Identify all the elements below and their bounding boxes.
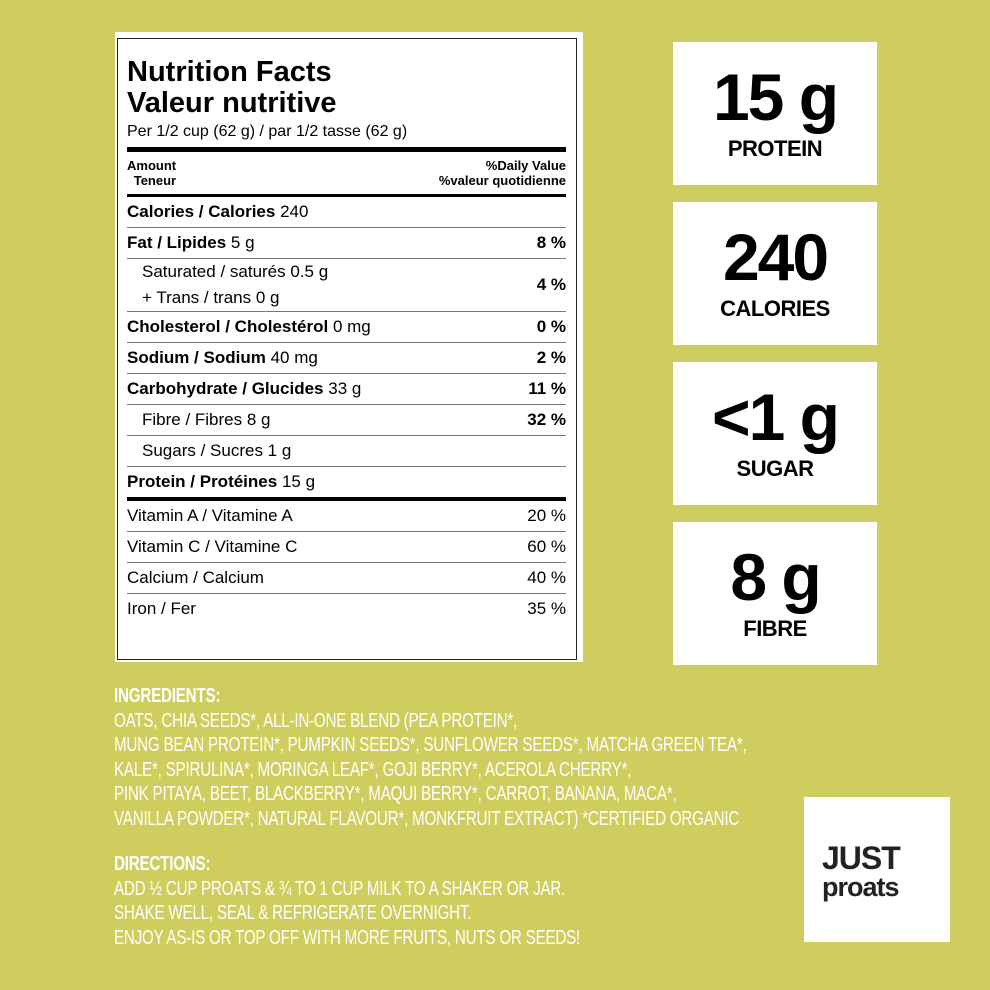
vitamin-name: Vitamin A / Vitamine A — [127, 506, 293, 525]
stat-label: PROTEIN — [727, 136, 823, 161]
logo-proats: proats — [822, 872, 900, 902]
ingredients: INGREDIENTS: OATS, CHIA SEEDS*, ALL-IN-ON… — [114, 684, 946, 831]
stat-value: 8 g — [730, 540, 821, 614]
ingredients-line: MUNG BEAN PROTEIN*, PUMPKIN SEEDS*, SUNF… — [114, 734, 747, 756]
nutrient-row: Sugars / Sucres 1 g — [127, 436, 566, 467]
stat-label: CALORIES — [720, 296, 830, 321]
nutrient-name: Saturated / saturés 0.5 g + Trans / trans… — [142, 259, 328, 311]
ingredients-line: VANILLA POWDER*, NATURAL FLAVOUR*, MONKF… — [114, 807, 740, 830]
stat-value: 15 g — [712, 60, 839, 134]
daily-value: 32 % — [527, 410, 566, 429]
nutrient-label: Sodium / Sodium — [127, 348, 266, 367]
directions-line: SHAKE WELL, SEAL & REFRIGERATE OVERNIGHT… — [114, 902, 472, 924]
dv-fr: %valeur quotidienne — [438, 173, 566, 188]
vitamin-row: Calcium / Calcium 40 % — [127, 563, 566, 594]
stat-box: 240 CALORIES — [673, 202, 877, 345]
daily-value: 4 % — [536, 275, 566, 294]
vitamin-row: Iron / Fer 35 % — [127, 594, 566, 624]
nutrient-row: Fat / Lipides 5 g 8 % — [127, 228, 566, 259]
directions-line: ADD ½ CUP PROATS & ¾ TO 1 CUP MILK TO A … — [114, 877, 566, 900]
vitamin-row: Vitamin A / Vitamine A 20 % — [127, 501, 566, 532]
stat-value: 240 — [722, 220, 829, 294]
stat-label: SUGAR — [736, 456, 814, 481]
nutrient-name: Cholesterol / Cholestérol 0 mg — [127, 317, 371, 337]
serving: Per 1/2 cup (62 g) / par 1/2 tasse (62 g… — [127, 123, 566, 152]
directions-heading: DIRECTIONS: — [114, 853, 211, 875]
nutrient-line: Fibre / Fibres 8 g — [142, 410, 271, 429]
stat-box: 8 g FIBRE — [673, 522, 877, 665]
nutrient-name: Carbohydrate / Glucides 33 g — [127, 379, 361, 399]
vitamins: Vitamin A / Vitamine A 20 % Vitamin C / Vi… — [127, 501, 566, 624]
nutrient-amount: 240 — [280, 202, 309, 221]
vitamin-dv: 40 % — [527, 568, 566, 587]
daily-value: 0 % — [536, 317, 566, 336]
daily-value: 2 % — [536, 348, 566, 367]
nutrient-label: Cholesterol / Cholestérol — [127, 317, 329, 336]
nutrient-name: Sugars / Sucres 1 g — [142, 438, 291, 464]
nutrient-amount: 5 g — [230, 233, 255, 252]
label-frame: Nutrition Facts Valeur nutritive Per 1/2… — [117, 38, 577, 660]
nutrient-row: Calories / Calories 240 — [127, 197, 566, 228]
directions-line: ENJOY AS-IS OR TOP OFF WITH MORE FRUITS,… — [114, 926, 581, 949]
ingredients-line: OATS, CHIA SEEDS*, ALL-IN-ONE BLEND (PEA… — [114, 709, 518, 732]
nutrient-amount: 33 g — [328, 379, 362, 398]
rows: Calories / Calories 240 Fat / Lipides 5 g… — [127, 197, 566, 501]
ingredients-line: PINK PITAYA, BEET, BLACKBERRY*, MAQUI BE… — [114, 783, 677, 805]
daily-value: 11 % — [528, 379, 566, 398]
vitamin-dv: 20 % — [527, 506, 566, 525]
nutrient-line: Sugars / Sucres 1 g — [142, 441, 292, 460]
logo-just: JUST — [822, 840, 901, 876]
nutrient-name: Fat / Lipides 5 g — [127, 233, 255, 253]
dv-head: %Daily Value %valeur quotidienne — [439, 158, 566, 188]
nutrient-row: Carbohydrate / Glucides 33 g 11 % — [127, 374, 566, 405]
directions: DIRECTIONS: ADD ½ CUP PROATS & ¾ TO 1 CUP… — [114, 852, 727, 950]
stat-label: FIBRE — [743, 616, 807, 641]
nutrient-name: Protein / Protéines 15 g — [127, 472, 315, 492]
logo: JUST proats — [804, 797, 950, 942]
nutrient-amount: 40 mg — [270, 348, 318, 367]
nutrient-amount: 0 mg — [332, 317, 371, 336]
nutrient-name: Fibre / Fibres 8 g — [142, 407, 271, 433]
nutrient-row: Saturated / saturés 0.5 g + Trans / trans… — [127, 259, 566, 312]
title-fr: Valeur nutritive — [127, 87, 337, 119]
vitamin-name: Calcium / Calcium — [127, 568, 264, 587]
nutrient-label: Calories / Calories — [127, 202, 276, 221]
nutrient-row: Protein / Protéines 15 g — [127, 467, 566, 501]
stat-value: <1 g — [712, 380, 840, 454]
nutrient-line: Saturated / saturés 0.5 g — [142, 262, 329, 281]
dv-en: %Daily Value — [485, 158, 566, 173]
amount-head: Amount Teneur — [127, 158, 176, 188]
nutrient-label: Fat / Lipides — [127, 233, 227, 252]
ingredients-heading: INGREDIENTS: — [114, 685, 221, 707]
nutrition-label: Nutrition Facts Valeur nutritive Per 1/2… — [115, 32, 583, 662]
nutrient-row: Sodium / Sodium 40 mg 2 % — [127, 343, 566, 374]
ingredients-line: KALE*, SPIRULINA*, MORINGA LEAF*, GOJI B… — [114, 758, 632, 781]
vitamin-name: Vitamin C / Vitamine C — [127, 537, 298, 556]
amount-fr: Teneur — [133, 173, 177, 188]
nutrient-name: Sodium / Sodium 40 mg — [127, 348, 318, 368]
header: Amount Teneur %Daily Value %valeur quotidi… — [127, 152, 566, 197]
nutrient-amount: 15 g — [281, 472, 316, 491]
nutrient-row: Fibre / Fibres 8 g 32 % — [127, 405, 566, 436]
nutrient-label: Carbohydrate / Glucides — [127, 379, 324, 398]
title-en: Nutrition Facts — [127, 56, 332, 88]
nutrient-label: Protein / Protéines — [127, 472, 278, 491]
vitamin-row: Vitamin C / Vitamine C 60 % — [127, 532, 566, 563]
nutrient-row: Cholesterol / Cholestérol 0 mg 0 % — [127, 312, 566, 343]
vitamin-dv: 35 % — [527, 599, 566, 618]
nutrient-name: Calories / Calories 240 — [127, 202, 308, 222]
amount-en: Amount — [127, 158, 177, 173]
stat-box: <1 g SUGAR — [673, 362, 877, 505]
daily-value: 8 % — [536, 233, 566, 252]
vitamin-name: Iron / Fer — [127, 599, 196, 618]
nutrient-line: + Trans / trans 0 g — [142, 288, 280, 307]
vitamin-dv: 60 % — [527, 537, 566, 556]
stat-box: 15 g PROTEIN — [673, 42, 877, 185]
